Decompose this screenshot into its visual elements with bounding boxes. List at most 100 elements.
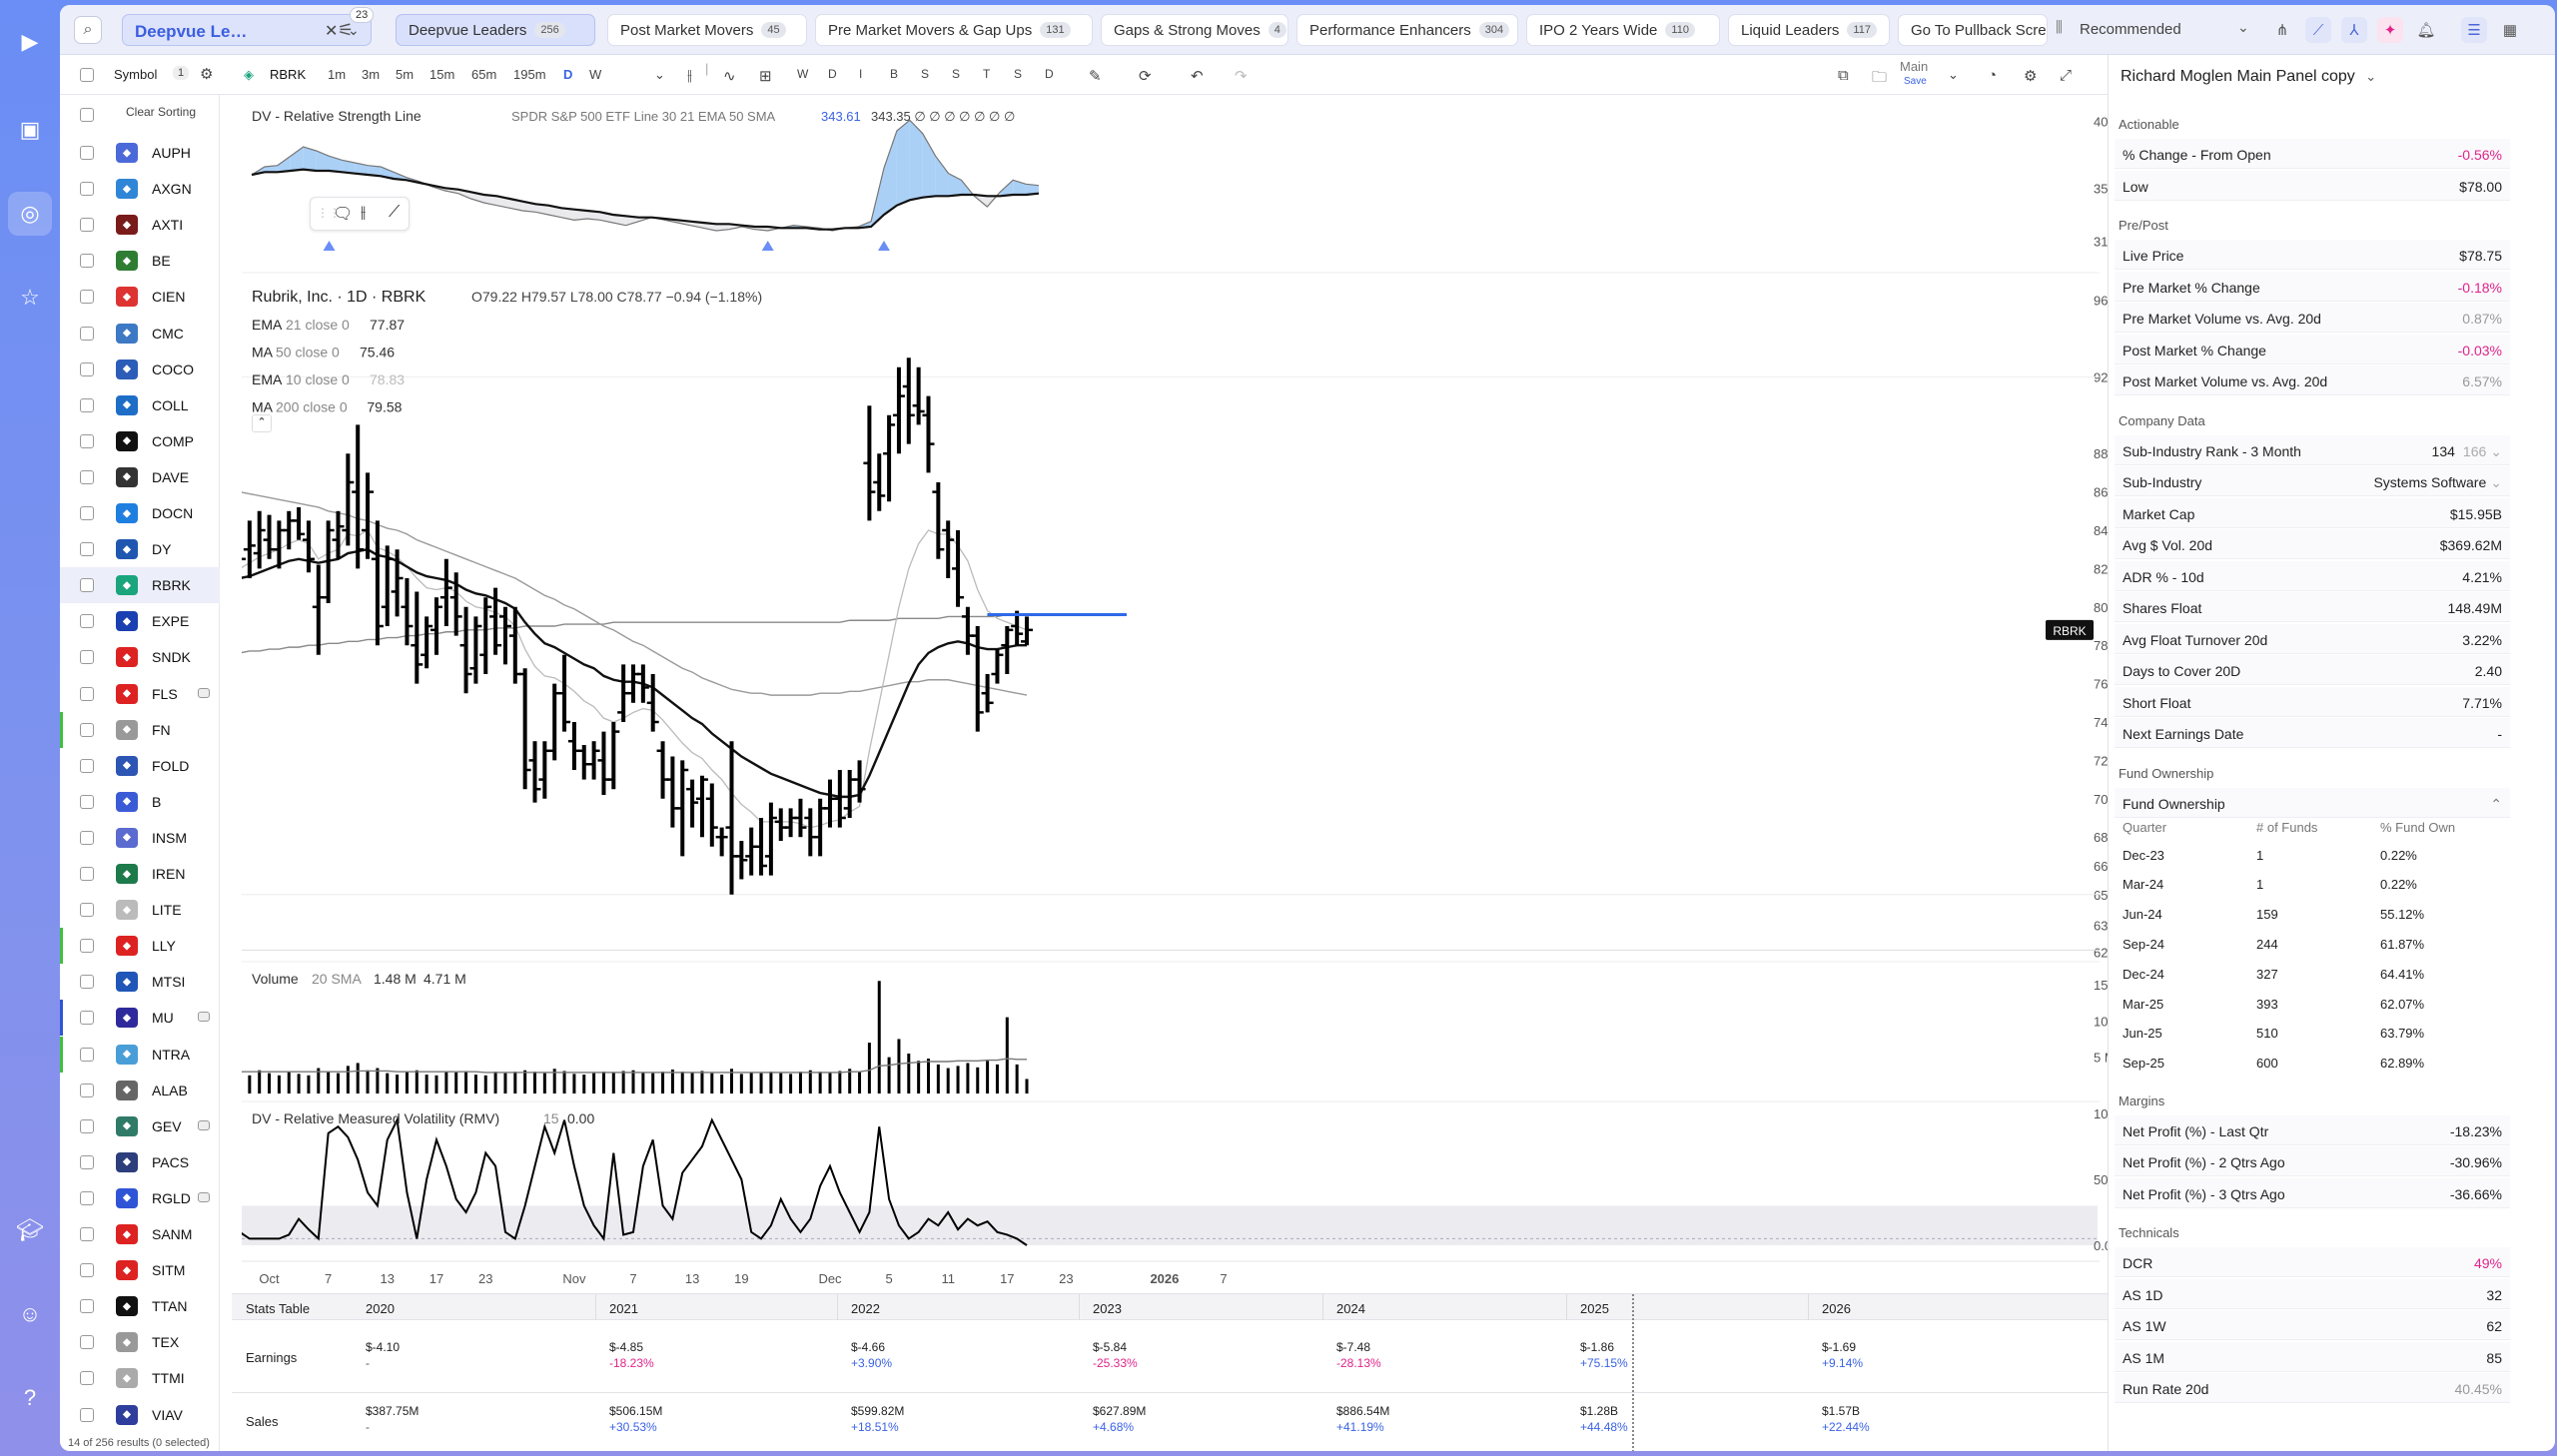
row-checkbox[interactable] (80, 1154, 94, 1169)
search-button[interactable]: ⌕ (74, 16, 102, 44)
symbol-row-be[interactable]: ◆ BE (60, 243, 220, 279)
row-checkbox[interactable] (80, 1190, 94, 1205)
layout-icon[interactable]: ⧉ (1838, 67, 1849, 84)
symbol-row-sitm[interactable]: ◆ SITM (60, 1252, 220, 1288)
mortarboard-icon[interactable]: 🎓︎ (16, 1217, 44, 1242)
symbol-row-cien[interactable]: ◆ CIEN (60, 279, 220, 315)
symbol-row-axgn[interactable]: ◆ AXGN (60, 171, 220, 207)
collapse-legend-button[interactable]: ⌃ (252, 414, 272, 432)
row-checkbox[interactable] (80, 1083, 94, 1097)
symbol-column-header[interactable]: Symbol (114, 67, 158, 82)
row-checkbox[interactable] (80, 218, 94, 233)
undo-icon[interactable]: ↶ (1191, 68, 1204, 85)
panel-row[interactable]: Net Profit (%) - Last Qtr -18.23% (2115, 1114, 2510, 1145)
panel-row[interactable]: Shares Float 148.49M (2115, 592, 2510, 622)
chart-icon[interactable]: ⟋ (2305, 17, 2331, 43)
row-checkbox[interactable] (80, 146, 94, 160)
symbol-row-mtsi[interactable]: ◆ MTSI (60, 964, 220, 1000)
panel-row[interactable]: Next Earnings Date - (2115, 718, 2510, 748)
alert-icon[interactable]: ✦ (2377, 17, 2403, 43)
panel-row[interactable]: Sub-Industry Rank - 3 Month 134 166 ⌄ (2115, 434, 2510, 465)
symbol-row-insm[interactable]: ◆ INSM (60, 820, 220, 856)
chart-button-4[interactable]: S (921, 67, 930, 81)
panel-row[interactable]: Low $78.00 (2115, 170, 2510, 201)
select-all-checkbox[interactable] (80, 68, 94, 82)
row-checkbox[interactable] (80, 506, 94, 520)
row-checkbox[interactable] (80, 254, 94, 269)
tab-gaps-strong-moves[interactable]: Gaps & Strong Moves 4 (1101, 14, 1288, 46)
row-checkbox[interactable] (80, 542, 94, 557)
fullscreen-icon[interactable]: ⤢ (2060, 67, 2073, 84)
chevron-down-icon[interactable]: ⌄ (2490, 442, 2502, 459)
row-checkbox[interactable] (80, 1371, 94, 1386)
layers-icon[interactable]: ▣ (19, 117, 41, 142)
chart-button-0[interactable]: W (797, 67, 809, 81)
layout-save[interactable]: Save (1904, 76, 1927, 87)
panel-row[interactable]: Net Profit (%) - 3 Qtrs Ago -36.66% (2115, 1177, 2510, 1208)
panel-row[interactable]: AS 1M 85 (2115, 1341, 2510, 1372)
chart-button-1[interactable]: D (828, 67, 837, 81)
timeframe-1m[interactable]: 1m (328, 67, 347, 82)
symbol-row-ttmi[interactable]: ◆ TTMI (60, 1360, 220, 1396)
tab-performance-enhancers[interactable]: Performance Enhancers 304 (1296, 14, 1518, 46)
symbol-row-docn[interactable]: ◆ DOCN (60, 495, 220, 531)
price-chart[interactable]: DV - Relative Strength Line SPDR S&P 500 … (234, 95, 2159, 1293)
drag-handle-icon[interactable]: ⋮⋮ (317, 206, 341, 220)
chart-area[interactable]: DV - Relative Strength Line SPDR S&P 500 … (234, 95, 2159, 1293)
share-icon[interactable]: ⋔ (2275, 22, 2289, 39)
folder-icon[interactable]: 🗀︎ (1872, 69, 1888, 86)
tab-go-to-pullback-scre[interactable]: Go To Pullback Scre (1898, 14, 2048, 46)
timeframe-195m[interactable]: 195m (513, 67, 546, 82)
panel-row[interactable]: Live Price $78.75 (2115, 240, 2510, 270)
chart-button-3[interactable]: B (890, 67, 899, 81)
symbol-row-gev[interactable]: ◆ GEV (60, 1108, 220, 1144)
row-checkbox[interactable] (80, 1299, 94, 1314)
panel-row[interactable]: AS 1D 32 (2115, 1278, 2510, 1309)
row-checkbox[interactable] (80, 362, 94, 376)
panel-row[interactable]: Days to Cover 20D 2.40 (2115, 655, 2510, 685)
star-icon[interactable]: ☆ (20, 285, 40, 310)
row-checkbox[interactable] (80, 1335, 94, 1350)
symbol-row-mu[interactable]: ◆ MU (60, 1000, 220, 1037)
timeframe-65m[interactable]: 65m (471, 67, 497, 82)
symbol-row-coll[interactable]: ◆ COLL (60, 387, 220, 423)
symbol-row-alab[interactable]: ◆ ALAB (60, 1073, 220, 1108)
row-checkbox[interactable] (80, 433, 94, 448)
play-logo-icon[interactable]: ▶ (21, 29, 39, 54)
row-checkbox[interactable] (80, 758, 94, 773)
chart-button-6[interactable]: T (983, 67, 991, 81)
layout-name[interactable]: Main (1900, 59, 1929, 74)
list-view-icon[interactable]: ☰ (2461, 17, 2487, 43)
symbol-row-fls[interactable]: ◆ FLS (60, 676, 220, 712)
chart-button-5[interactable]: S (952, 67, 961, 81)
tab-pre-market-movers-gap-ups[interactable]: Pre Market Movers & Gap Ups 131 (815, 14, 1093, 46)
chevron-down-icon[interactable]: ⌄ (2365, 69, 2377, 84)
symbol-row-pacs[interactable]: ◆ PACS (60, 1144, 220, 1180)
panel-row[interactable]: % Change - From Open -0.56% (2115, 139, 2510, 169)
refresh-icon[interactable]: ⟳ (1139, 68, 1152, 85)
row-checkbox[interactable] (80, 397, 94, 412)
recommended-select[interactable]: Recommended (2080, 21, 2181, 38)
grid-view-icon[interactable]: ▦ (2502, 22, 2518, 39)
symbol-row-iren[interactable]: ◆ IREN (60, 856, 220, 892)
timeframe-15m[interactable]: 15m (429, 67, 455, 82)
chevron-down-icon[interactable]: ⌄ (1948, 67, 1959, 82)
panel-row[interactable]: Pre Market % Change -0.18% (2115, 271, 2510, 302)
panel-row[interactable]: ADR % - 10d 4.21% (2115, 560, 2510, 591)
symbol-row-coco[interactable]: ◆ COCO (60, 352, 220, 387)
panel-row[interactable]: Avg $ Vol. 20d $369.62M (2115, 529, 2510, 559)
row-checkbox[interactable] (80, 108, 94, 122)
timeframe-W[interactable]: W (589, 67, 602, 82)
panel-row[interactable]: AS 1W 62 (2115, 1310, 2510, 1341)
tab-liquid-leaders[interactable]: Liquid Leaders 117 (1728, 14, 1890, 46)
settings-icon[interactable]: ⚙ (2024, 68, 2038, 85)
row-checkbox[interactable] (80, 903, 94, 918)
radar-icon[interactable]: ◎ (8, 192, 52, 236)
row-checkbox[interactable] (80, 182, 94, 197)
symbol-row-axti[interactable]: ◆ AXTI (60, 207, 220, 243)
candle-type-icon[interactable]: ⫲ (687, 67, 692, 84)
symbol-row-ttan[interactable]: ◆ TTAN (60, 1288, 220, 1324)
candle-tool-icon[interactable]: ⫲ (361, 204, 367, 221)
symbol-row-lite[interactable]: ◆ LITE (60, 892, 220, 928)
symbol-row-rgld[interactable]: ◆ RGLD (60, 1180, 220, 1216)
